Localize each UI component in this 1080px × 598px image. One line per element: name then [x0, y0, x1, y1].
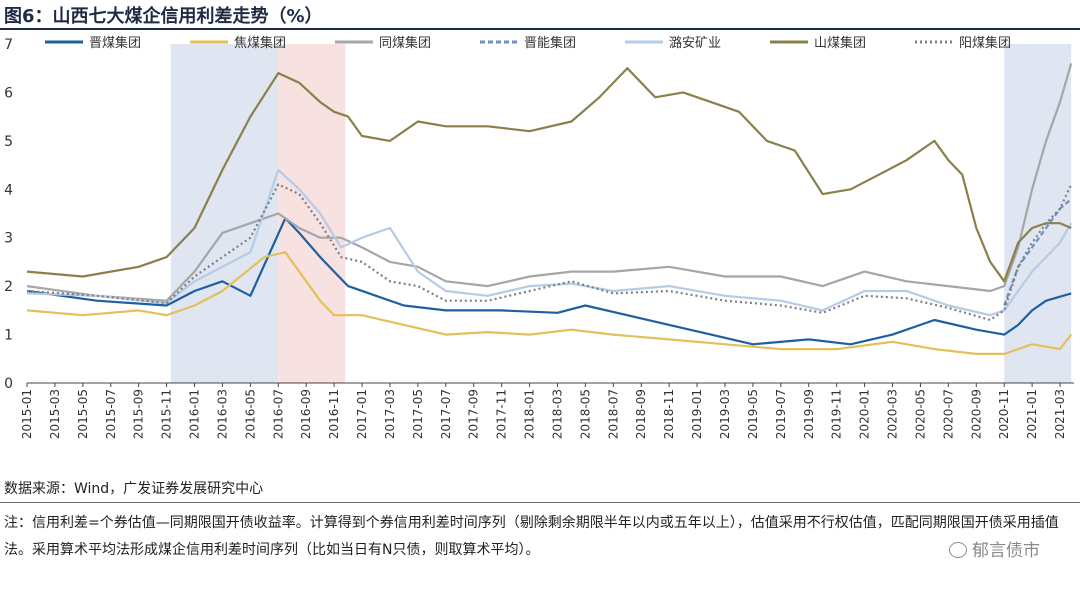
title-rule: [0, 28, 1080, 30]
x-tick-label: 2016-09: [299, 389, 313, 439]
x-tick-label: 2015-07: [104, 389, 118, 439]
x-tick-label: 2017-05: [411, 389, 425, 439]
x-tick-label: 2015-09: [132, 389, 146, 439]
x-tick-label: 2019-01: [690, 389, 704, 439]
x-tick-label: 2015-05: [76, 389, 90, 439]
x-tick-label: 2019-09: [802, 389, 816, 439]
series-line-1: [26, 251, 1073, 355]
series-line-2: [26, 63, 1073, 302]
x-tick-label: 2016-03: [215, 389, 229, 439]
legend: 晋煤集团 焦煤集团 同煤集团 晋能集团 潞安矿业 山煤集团 阳煤集团: [45, 35, 1011, 51]
x-tick-label: 2017-03: [383, 389, 397, 439]
x-tick-label: 2021-01: [1025, 389, 1039, 439]
x-tick-label: 2016-11: [327, 389, 341, 439]
y-tick-label: 1: [4, 328, 13, 344]
wechat-icon: [949, 542, 967, 558]
legend-label-6: 阳煤集团: [959, 35, 1011, 51]
x-tick-label: 2018-01: [523, 389, 537, 439]
y-tick-label: 3: [4, 231, 13, 247]
series-line-6: [26, 183, 1073, 322]
x-tick-label: 2020-05: [913, 389, 927, 439]
chart-title: 图6：山西七大煤企信用利差走势（%）: [4, 6, 323, 27]
series-lines: [26, 63, 1073, 355]
legend-label-3: 晋能集团: [524, 35, 576, 51]
x-tick-label: 2017-11: [495, 389, 509, 439]
series-line-3: [1003, 198, 1072, 306]
shaded-period-0: [170, 44, 279, 383]
x-tick-label: 2019-03: [718, 389, 732, 439]
x-tick-label: 2017-01: [355, 389, 369, 439]
x-tick-label: 2018-11: [662, 389, 676, 439]
credit-spread-line-chart: 0 1 2 3 4 5 6 7 2015-01 2015-03 2015-05 2015-07 2015…: [4, 35, 1074, 439]
y-tick-label: 6: [4, 85, 13, 101]
x-tick-label: 2019-05: [746, 389, 760, 439]
x-tick-label: 2015-03: [48, 389, 62, 439]
x-tick-label: 2018-09: [634, 389, 648, 439]
shaded-period-1: [278, 44, 346, 383]
x-tick-label: 2018-05: [578, 389, 592, 439]
x-tick-label: 2015-01: [20, 389, 34, 439]
y-tick-label: 4: [4, 182, 13, 198]
x-tick-label: 2016-01: [188, 389, 202, 439]
x-tick-label: 2016-05: [243, 389, 257, 439]
legend-label-4: 潞安矿业: [669, 36, 721, 51]
x-tick-label: 2018-03: [550, 389, 564, 439]
x-tick-label: 2021-03: [1053, 389, 1067, 439]
x-tick-label: 2019-07: [774, 389, 788, 439]
y-tick-label: 2: [4, 279, 13, 295]
x-tick-label: 2019-11: [830, 389, 844, 439]
source-rule: [0, 502, 1080, 503]
data-source: 数据来源：Wind，广发证券发展研究中心: [4, 481, 264, 497]
x-tick-label: 2020-01: [858, 389, 872, 439]
x-tick-label: 2020-11: [997, 389, 1011, 439]
series-line-0: [26, 217, 1072, 346]
x-tick-label: 2017-07: [439, 389, 453, 439]
watermark-text: 郁言债市: [972, 541, 1040, 561]
x-tick-label: 2016-07: [271, 389, 285, 439]
legend-label-1: 焦煤集团: [234, 35, 286, 51]
y-tick-label: 5: [4, 134, 13, 150]
watermark: 郁言债市: [949, 536, 1040, 561]
x-tick-label: 2017-09: [467, 389, 481, 439]
x-tick-label: 2020-09: [969, 389, 983, 439]
axes: 0 1 2 3 4 5 6 7 2015-01 2015-03 2015-05 2015-07 2015…: [4, 37, 1074, 439]
legend-label-2: 同煤集团: [379, 35, 431, 51]
x-tick-label: 2020-07: [941, 389, 955, 439]
legend-label-0: 晋煤集团: [89, 35, 141, 51]
chart-note: 注：信用利差=个券估值—同期限国开债收益率。计算得到个券信用利差时间序列（剔除剩…: [4, 515, 1059, 558]
x-tick-label: 2020-03: [886, 389, 900, 439]
y-tick-label: 0: [4, 376, 13, 392]
x-tick-label: 2018-07: [606, 389, 620, 439]
series-line-5: [26, 67, 1072, 283]
x-tick-label: 2015-11: [160, 389, 174, 439]
legend-label-5: 山煤集团: [814, 35, 866, 51]
shaded-periods: [170, 44, 1072, 383]
y-tick-label: 7: [4, 37, 13, 53]
